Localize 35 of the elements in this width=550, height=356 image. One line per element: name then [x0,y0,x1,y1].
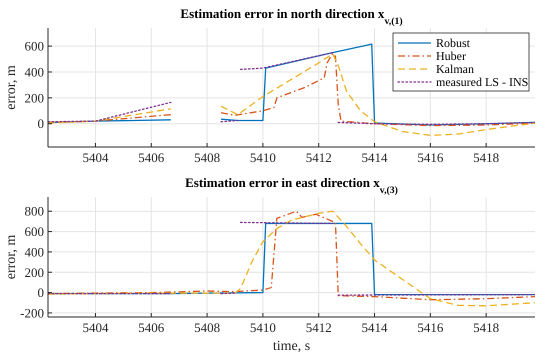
y-axis-title: error, m [4,65,19,110]
x-tick-label: 5414 [362,150,388,165]
x-tick-label: 5418 [473,150,500,165]
y-tick-label: -200 [20,305,44,320]
legend-label: Robust [436,36,471,50]
x-tick-label: 5410 [250,320,276,335]
x-tick-label: 5408 [194,150,220,165]
x-tick-label: 5406 [138,320,165,335]
x-tick-label: 5412 [306,320,332,335]
y-tick-label: 0 [38,285,44,300]
x-tick-label: 5418 [473,320,500,335]
legend-label: Kalman [436,62,474,76]
y-tick-label: 400 [24,244,44,260]
x-tick-label: 5406 [138,150,165,165]
y-tick-label: 600 [24,224,44,240]
y-tick-label: 0 [38,116,44,132]
y-tick-label: 200 [24,264,44,280]
x-tick-label: 5408 [194,320,220,335]
x-tick-label: 5412 [306,150,332,165]
y-tick-label: 200 [24,90,44,106]
x-tick-label: 5416 [417,320,444,335]
x-tick-label: 5404 [82,150,109,165]
chart-title: Estimation error in north direction x$_{v,(1)}$ [180,6,403,26]
x-tick-label: 5410 [250,150,276,165]
y-axis-title: error, m [4,234,19,280]
x-axis-title: time, s [272,339,310,354]
legend-label: Huber [436,49,466,63]
y-tick-label: 400 [24,64,44,80]
x-tick-label: 5416 [417,150,444,165]
legend-label: measured LS - INS [436,75,528,89]
y-tick-label: 600 [24,38,44,54]
x-tick-label: 5414 [362,320,388,335]
y-tick-label: 800 [24,204,44,219]
x-tick-label: 5404 [82,320,109,335]
chart-title: Estimation error in east direction x$_{v,(3)}$ [185,175,398,196]
